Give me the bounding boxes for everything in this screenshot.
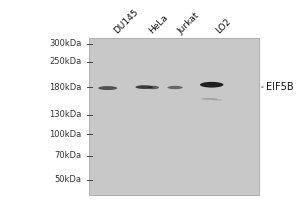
Ellipse shape: [136, 85, 153, 89]
Text: 300kDa: 300kDa: [49, 39, 81, 48]
Text: HeLa: HeLa: [147, 13, 170, 36]
Bar: [88, 38, 259, 195]
Text: EIF5B: EIF5B: [262, 82, 294, 92]
Text: 250kDa: 250kDa: [49, 57, 81, 66]
Text: 130kDa: 130kDa: [49, 110, 81, 119]
Text: LO2: LO2: [214, 17, 233, 36]
Ellipse shape: [201, 98, 218, 100]
Ellipse shape: [212, 99, 222, 101]
Ellipse shape: [147, 86, 159, 89]
Ellipse shape: [98, 86, 117, 90]
Text: 70kDa: 70kDa: [54, 151, 81, 160]
Text: 100kDa: 100kDa: [49, 130, 81, 139]
Text: Jurkat: Jurkat: [176, 11, 202, 36]
Ellipse shape: [200, 82, 224, 88]
Ellipse shape: [167, 86, 183, 89]
Text: DU145: DU145: [112, 8, 140, 36]
Text: 50kDa: 50kDa: [54, 175, 81, 184]
Text: 180kDa: 180kDa: [49, 83, 81, 92]
